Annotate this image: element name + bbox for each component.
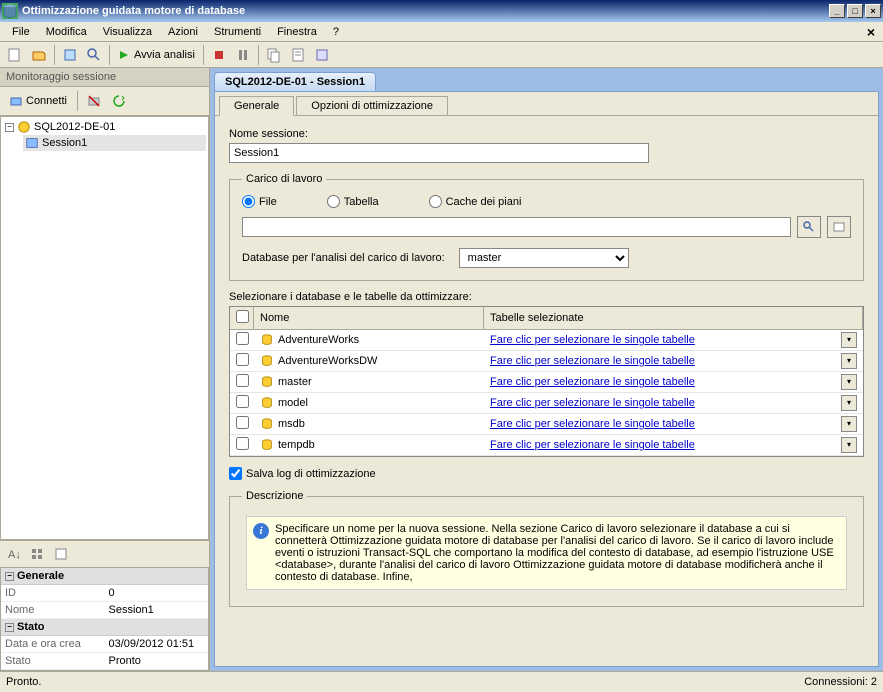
database-icon xyxy=(260,354,274,368)
database-icon xyxy=(260,375,274,389)
dropdown-icon[interactable]: ▾ xyxy=(841,437,857,453)
select-db-label: Selezionare i database e le tabelle da o… xyxy=(229,291,864,303)
svg-text:A↓: A↓ xyxy=(8,549,20,561)
db-row: AdventureWorksDWFare clic per selezionar… xyxy=(230,351,863,372)
menu-tools[interactable]: Strumenti xyxy=(206,24,269,40)
app-icon xyxy=(2,3,18,19)
db-row: tempdbFare clic per selezionare le singo… xyxy=(230,435,863,456)
db-row: modelFare clic per selezionare le singol… xyxy=(230,393,863,414)
menu-file[interactable]: File xyxy=(4,24,38,40)
view-button[interactable] xyxy=(827,216,851,238)
toolbar: Avvia analisi xyxy=(0,42,883,68)
status-text: Pronto. xyxy=(6,676,41,688)
status-bar: Pronto. Connessioni: 2 xyxy=(0,671,883,691)
sort-az-button[interactable]: A↓ xyxy=(2,543,24,565)
tab-generale[interactable]: Generale xyxy=(219,96,294,116)
refresh-tree-button[interactable] xyxy=(108,90,130,112)
start-analysis-button[interactable]: Avvia analisi xyxy=(114,49,199,61)
database-list: Nome Tabelle selezionate AdventureWorksF… xyxy=(229,306,864,457)
connect-button[interactable]: Connetti xyxy=(4,90,72,112)
props-button[interactable] xyxy=(50,543,72,565)
database-icon xyxy=(260,438,274,452)
description-group: Descrizione i Specificare un nome per la… xyxy=(229,490,864,607)
minimize-button[interactable]: _ xyxy=(829,4,845,18)
disconnect-button[interactable] xyxy=(83,90,105,112)
session-icon xyxy=(25,136,39,150)
db-row: masterFare clic per selezionare le singo… xyxy=(230,372,863,393)
tree-server-node[interactable]: − SQL2012-DE-01 xyxy=(3,119,206,135)
tab-opzioni[interactable]: Opzioni di ottimizzazione xyxy=(296,96,448,115)
maximize-button[interactable]: □ xyxy=(847,4,863,18)
mdi-close-icon[interactable]: × xyxy=(863,24,879,40)
open-button[interactable] xyxy=(28,44,50,66)
dropdown-icon[interactable]: ▾ xyxy=(841,353,857,369)
database-icon xyxy=(260,396,274,410)
database-icon xyxy=(260,417,274,431)
radio-file[interactable]: File xyxy=(242,195,277,208)
radio-tabella[interactable]: Tabella xyxy=(327,195,379,208)
db-checkbox[interactable] xyxy=(236,416,249,429)
select-tables-link[interactable]: Fare clic per selezionare le singole tab… xyxy=(490,355,841,367)
db-checkbox[interactable] xyxy=(236,332,249,345)
dropdown-icon[interactable]: ▾ xyxy=(841,332,857,348)
pause-button[interactable] xyxy=(232,44,254,66)
select-tables-link[interactable]: Fare clic per selezionare le singole tab… xyxy=(490,397,841,409)
session-tree[interactable]: − SQL2012-DE-01 Session1 xyxy=(0,116,209,540)
dropdown-icon[interactable]: ▾ xyxy=(841,374,857,390)
workload-file-input[interactable] xyxy=(242,217,791,237)
stop-button[interactable] xyxy=(208,44,230,66)
select-tables-link[interactable]: Fare clic per selezionare le singole tab… xyxy=(490,334,841,346)
server-icon xyxy=(17,120,31,134)
properties-grid: −Generale ID0 NomeSession1 −Stato Data e… xyxy=(0,567,209,671)
menu-view[interactable]: Visualizza xyxy=(95,24,160,40)
select-tables-link[interactable]: Fare clic per selezionare le singole tab… xyxy=(490,418,841,430)
menu-actions[interactable]: Azioni xyxy=(160,24,206,40)
session-name-label: Nome sessione: xyxy=(229,128,864,140)
db-analysis-select[interactable]: master xyxy=(459,248,629,268)
menu-help[interactable]: ? xyxy=(325,24,347,40)
db-checkbox[interactable] xyxy=(236,395,249,408)
db-checkbox[interactable] xyxy=(236,374,249,387)
options-button[interactable] xyxy=(311,44,333,66)
dropdown-icon[interactable]: ▾ xyxy=(841,416,857,432)
db-checkbox[interactable] xyxy=(236,353,249,366)
find-button[interactable] xyxy=(83,44,105,66)
categorize-button[interactable] xyxy=(26,543,48,565)
left-header: Monitoraggio sessione xyxy=(0,68,209,87)
info-icon: i xyxy=(253,523,269,539)
left-panel: Monitoraggio sessione Connetti − SQL2012… xyxy=(0,68,210,671)
title-bar: Ottimizzazione guidata motore di databas… xyxy=(0,0,883,22)
connections-text: Connessioni: 2 xyxy=(804,676,877,688)
refresh-button[interactable] xyxy=(59,44,81,66)
select-all-checkbox[interactable] xyxy=(236,310,249,323)
select-tables-link[interactable]: Fare clic per selezionare le singole tab… xyxy=(490,439,841,451)
menu-window[interactable]: Finestra xyxy=(269,24,325,40)
db-checkbox[interactable] xyxy=(236,437,249,450)
db-row: msdbFare clic per selezionare le singole… xyxy=(230,414,863,435)
select-tables-link[interactable]: Fare clic per selezionare le singole tab… xyxy=(490,376,841,388)
session-name-input[interactable] xyxy=(229,143,649,163)
window-title: Ottimizzazione guidata motore di databas… xyxy=(22,5,827,17)
menu-edit[interactable]: Modifica xyxy=(38,24,95,40)
description-text: Specificare un nome per la nuova session… xyxy=(275,523,840,583)
close-button[interactable]: × xyxy=(865,4,881,18)
workload-group: Carico di lavoro File Tabella Cache dei … xyxy=(229,173,864,281)
browse-button[interactable] xyxy=(797,216,821,238)
document-tab[interactable]: SQL2012-DE-01 - Session1 xyxy=(214,72,376,91)
db-analysis-label: Database per l'analisi del carico di lav… xyxy=(242,252,445,264)
expander-icon[interactable]: − xyxy=(5,123,14,132)
right-panel: SQL2012-DE-01 - Session1 Generale Opzion… xyxy=(210,68,883,671)
tree-session-node[interactable]: Session1 xyxy=(23,135,206,151)
new-button[interactable] xyxy=(4,44,26,66)
save-log-checkbox[interactable]: Salva log di ottimizzazione xyxy=(229,467,864,480)
menu-bar: File Modifica Visualizza Azioni Strument… xyxy=(0,22,883,42)
copy-button[interactable] xyxy=(263,44,285,66)
db-row: AdventureWorksFare clic per selezionare … xyxy=(230,330,863,351)
report-button[interactable] xyxy=(287,44,309,66)
database-icon xyxy=(260,333,274,347)
radio-cache[interactable]: Cache dei piani xyxy=(429,195,522,208)
dropdown-icon[interactable]: ▾ xyxy=(841,395,857,411)
